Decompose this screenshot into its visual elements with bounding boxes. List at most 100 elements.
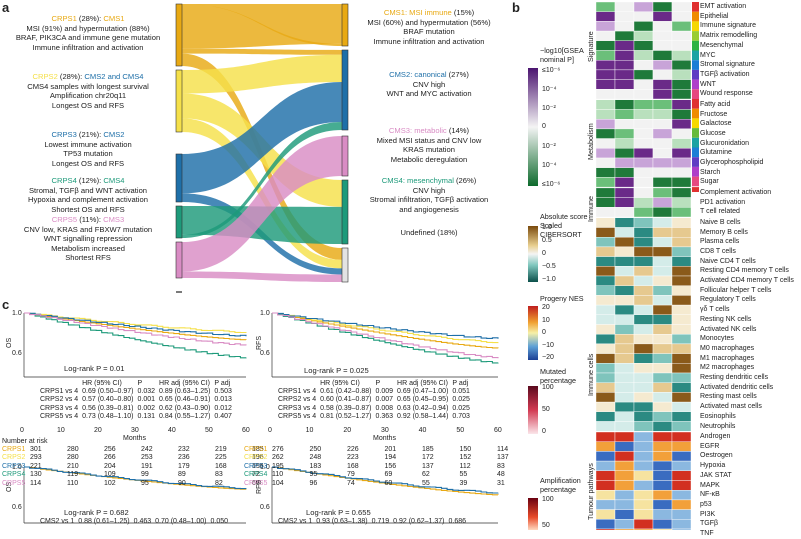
heatmap-cell bbox=[633, 314, 654, 325]
hr-cell: 0.93 (0.63–1.38) bbox=[316, 518, 368, 525]
heatmap-cell bbox=[652, 441, 673, 452]
risk-value: 225 bbox=[215, 454, 227, 462]
heatmap-cell bbox=[614, 69, 635, 80]
heatmap-cell bbox=[633, 40, 654, 51]
km-ytick: 1.0 bbox=[260, 310, 270, 317]
risk-label: CRPS1 bbox=[2, 446, 26, 453]
heatmap-cell bbox=[633, 217, 654, 228]
heatmap-cell bbox=[614, 197, 635, 208]
heatmap-cell bbox=[652, 217, 673, 228]
heatmap-row-label: Activated CD4 memory T cells bbox=[700, 277, 794, 284]
category-swatch bbox=[692, 2, 699, 12]
heatmap-row-label: TNF bbox=[700, 530, 714, 537]
heatmap-cell bbox=[633, 519, 654, 530]
heatmap-row-label: Fatty acid bbox=[700, 100, 731, 108]
heatmap-cell bbox=[671, 167, 692, 178]
category-swatch bbox=[692, 118, 699, 129]
heatmap-cell bbox=[671, 363, 692, 374]
hr-cell: CMS2 vs 1 bbox=[278, 518, 313, 525]
risk-value: 95 bbox=[309, 471, 318, 479]
heatmap-cell bbox=[671, 509, 692, 520]
sankey-left-node bbox=[175, 69, 183, 133]
heatmap-cell bbox=[633, 499, 654, 510]
heatmap-cell bbox=[671, 69, 692, 80]
heatmap-cell bbox=[652, 304, 673, 316]
crps-pct: (28%): bbox=[57, 72, 85, 81]
heatmap-row-label: NF-κB bbox=[700, 491, 720, 499]
heatmap-cell bbox=[652, 382, 673, 393]
heatmap-row-label: Neutrophils bbox=[700, 422, 736, 430]
hr-cell: 0.60 (0.41–0.87) bbox=[320, 396, 372, 404]
km-ytick: 0.6 bbox=[260, 350, 270, 357]
heatmap-cell bbox=[671, 187, 692, 198]
crps-line: MSI (91%) and hypermutation (88%) bbox=[26, 23, 150, 33]
heatmap-row-label: Naive B cells bbox=[700, 218, 741, 226]
hr-cell: 0.008 bbox=[375, 404, 394, 412]
heatmap-cell bbox=[671, 275, 692, 286]
legend-tick: 0 bbox=[542, 428, 546, 435]
heatmap-cell bbox=[596, 334, 616, 345]
heatmap-cell bbox=[633, 30, 654, 42]
heatmap-row-label: M2 macrophages bbox=[700, 364, 755, 372]
risk-value: 210 bbox=[67, 462, 79, 470]
heatmap-cell bbox=[671, 50, 692, 61]
risk-value: 137 bbox=[497, 454, 509, 462]
legend-tick: 0 bbox=[542, 250, 546, 257]
crps-line: Amplification chr20q11 bbox=[49, 91, 127, 101]
sankey-flow bbox=[182, 136, 342, 272]
os-ylabel: OS bbox=[6, 337, 13, 348]
heatmap-cell bbox=[671, 227, 692, 238]
sankey-right-node bbox=[341, 3, 349, 47]
heatmap-row-label: EMT activation bbox=[700, 3, 747, 10]
sankey-flow bbox=[182, 82, 342, 194]
cms-block-3: CMS3: metabolic (14%) Mixed MSI status an… bbox=[354, 126, 504, 164]
heatmap-cell bbox=[671, 2, 692, 12]
heatmap-cell bbox=[596, 157, 616, 168]
heatmap-cell bbox=[614, 40, 635, 51]
heatmap-cell bbox=[671, 285, 692, 296]
heatmap-cell bbox=[614, 382, 635, 393]
heatmap-cell bbox=[671, 99, 692, 110]
km-curve bbox=[24, 312, 247, 359]
hr-cell: 0.65 (0.45–0.95) bbox=[397, 396, 449, 404]
km-curve bbox=[24, 466, 247, 490]
heatmap-cell bbox=[671, 353, 692, 364]
km-ytick: 0.6 bbox=[260, 504, 270, 511]
heatmap-cell bbox=[652, 256, 673, 267]
heatmap-cell bbox=[614, 401, 635, 413]
hr-cell: 0.719 bbox=[371, 518, 390, 525]
legend-tick: ≤10⁻⁶ bbox=[542, 67, 561, 74]
risk-value: 276 bbox=[272, 446, 284, 453]
heatmap-cell bbox=[652, 227, 673, 238]
heatmap-cell bbox=[671, 157, 692, 168]
heatmap-cell bbox=[652, 295, 673, 306]
hr-cell: 0.92 (0.62–1.37) bbox=[393, 518, 445, 525]
risk-label: CRPS4 bbox=[2, 471, 26, 479]
cms-pct: (26%) bbox=[453, 176, 477, 185]
category-swatch bbox=[692, 21, 699, 32]
heatmap-cell bbox=[652, 69, 673, 80]
heatmap-cell bbox=[671, 499, 692, 510]
hr-cell: 0.051 bbox=[452, 388, 470, 396]
cms-line: CNV high bbox=[412, 185, 446, 195]
heatmap-cell bbox=[614, 304, 635, 316]
legend-tick: 100 bbox=[542, 384, 554, 391]
km-ytick: 1.0 bbox=[12, 464, 22, 471]
hr-cell: 0.131 bbox=[137, 412, 156, 420]
heatmap-cell bbox=[652, 392, 673, 403]
rfs-logrank: Log-rank P = 0.025 bbox=[304, 366, 369, 375]
heatmap-cell bbox=[652, 79, 673, 90]
heatmap-row-label: Glutamine bbox=[700, 149, 732, 157]
risk-value: 262 bbox=[272, 454, 284, 462]
heatmap-cell bbox=[671, 236, 692, 248]
heatmap-cell bbox=[614, 353, 635, 364]
sankey-flow bbox=[182, 122, 342, 238]
heatmap-cell bbox=[633, 509, 654, 520]
heatmap-cell bbox=[671, 266, 692, 277]
hr-cell: 0.463 bbox=[133, 518, 152, 525]
risk-value: 79 bbox=[347, 471, 355, 479]
heatmap-cell bbox=[633, 421, 654, 432]
risk-label: CRPS3 bbox=[2, 462, 26, 470]
risk-value: 150 bbox=[459, 446, 472, 453]
heatmap-cell bbox=[671, 304, 692, 316]
